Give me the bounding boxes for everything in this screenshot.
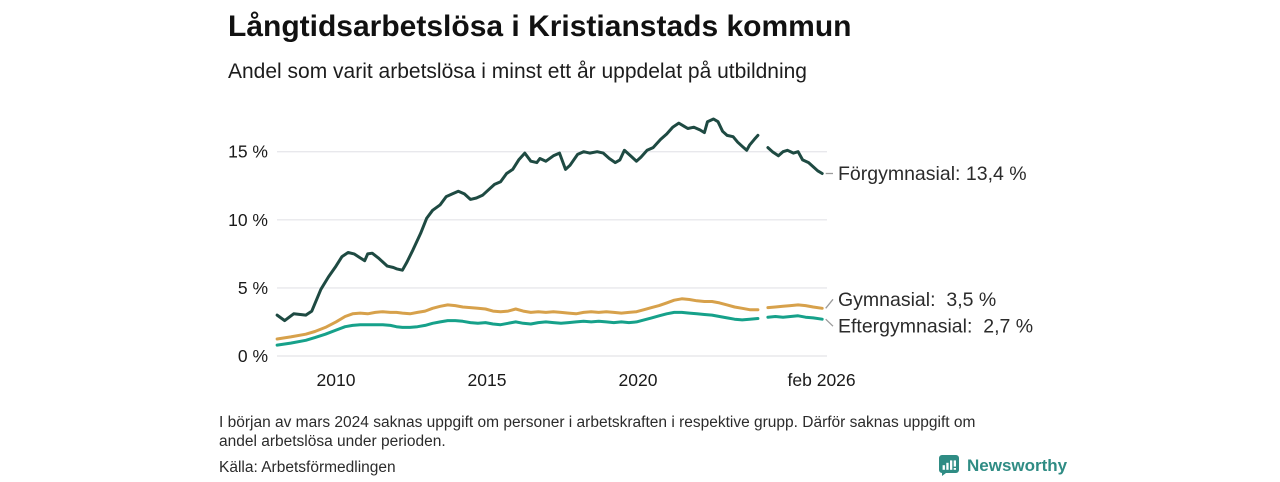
series-line-forgymnasial <box>275 117 824 323</box>
y-tick-label: 0 % <box>238 346 268 366</box>
footnote-line2: andel arbetslösa under perioden. <box>219 432 446 450</box>
leader-line <box>825 298 834 309</box>
footnote: I början av mars 2024 saknas uppgift om … <box>219 414 1069 451</box>
x-tick-label: 2010 <box>317 370 356 390</box>
source-label: Källa: Arbetsförmedlingen <box>219 459 396 476</box>
x-tick-label: 2015 <box>468 370 507 390</box>
y-tick-label: 15 % <box>228 142 268 162</box>
footnote-line1: I början av mars 2024 saknas uppgift om … <box>219 414 976 431</box>
series-line-eftergymnasial <box>275 310 824 347</box>
series-end-label-forgymnasial: Förgymnasial: 13,4 % <box>838 163 1027 185</box>
series-end-label-eftergymnasial: Eftergymnasial: 2,7 % <box>838 316 1033 338</box>
newsworthy-logo-icon <box>938 455 960 477</box>
chart-subtitle: Andel som varit arbetslösa i minst ett å… <box>228 60 807 83</box>
leader-line <box>825 318 834 327</box>
newsworthy-branding: Newsworthy <box>938 455 1067 477</box>
y-tick-label: 10 % <box>228 210 268 230</box>
y-tick-label: 5 % <box>238 278 268 298</box>
x-tick-label: 2020 <box>619 370 658 390</box>
series-line-gymnasial <box>275 297 824 341</box>
chart-title: Långtidsarbetslösa i Kristianstads kommu… <box>228 10 852 43</box>
x-tick-label: feb 2026 <box>788 370 856 390</box>
newsworthy-brand-name: Newsworthy <box>967 456 1068 475</box>
series-end-label-gymnasial: Gymnasial: 3,5 % <box>838 289 996 311</box>
